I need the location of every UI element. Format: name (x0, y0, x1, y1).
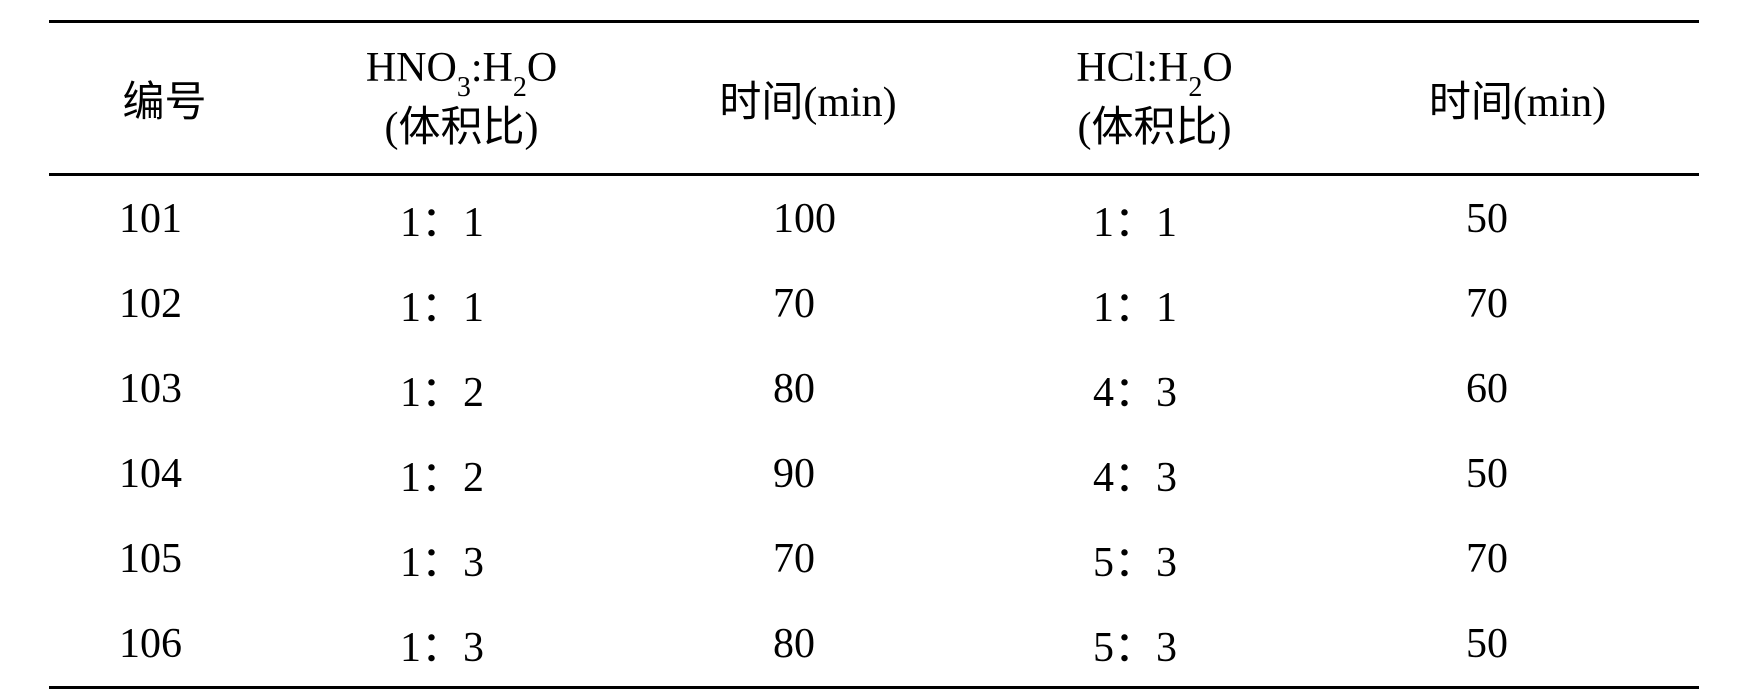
header-id: 编号 (49, 22, 280, 175)
cell-time2: 50 (1336, 601, 1699, 688)
cell-id: 102 (49, 261, 280, 346)
cell-id: 106 (49, 601, 280, 688)
cell-time1: 100 (643, 175, 973, 262)
cell-hcl: 5：3 (973, 516, 1336, 601)
cell-id: 104 (49, 431, 280, 516)
header-hcl-ratio: HCl:H2O (体积比) (973, 22, 1336, 175)
cell-time1: 80 (643, 346, 973, 431)
table-header-row: 编号 HNO3:H2O (体积比) 时间(min) HCl:H2O (体积比) … (49, 22, 1699, 175)
cell-time1: 70 (643, 261, 973, 346)
cell-time1: 90 (643, 431, 973, 516)
experiment-table: 编号 HNO3:H2O (体积比) 时间(min) HCl:H2O (体积比) … (49, 20, 1699, 689)
table-row: 101 1：1 100 1：1 50 (49, 175, 1699, 262)
cell-hno3: 1：2 (280, 431, 643, 516)
table-row: 103 1：2 80 4：3 60 (49, 346, 1699, 431)
cell-id: 101 (49, 175, 280, 262)
cell-time2: 50 (1336, 431, 1699, 516)
cell-hno3: 1：1 (280, 175, 643, 262)
table-row: 106 1：3 80 5：3 50 (49, 601, 1699, 688)
formula-hno3: HNO3:H2O (366, 45, 557, 91)
header-time1: 时间(min) (643, 22, 973, 175)
header-time2: 时间(min) (1336, 22, 1699, 175)
formula-hcl: HCl:H2O (1076, 45, 1232, 91)
cell-hcl: 4：3 (973, 346, 1336, 431)
header-hno3-ratio: HNO3:H2O (体积比) (280, 22, 643, 175)
cell-time2: 70 (1336, 261, 1699, 346)
cell-hno3: 1：1 (280, 261, 643, 346)
unit-hno3: (体积比) (385, 105, 539, 151)
table-row: 104 1：2 90 4：3 50 (49, 431, 1699, 516)
cell-hno3: 1：3 (280, 516, 643, 601)
cell-time1: 80 (643, 601, 973, 688)
cell-hcl: 4：3 (973, 431, 1336, 516)
cell-hno3: 1：3 (280, 601, 643, 688)
cell-id: 105 (49, 516, 280, 601)
table-row: 102 1：1 70 1：1 70 (49, 261, 1699, 346)
cell-hcl: 5：3 (973, 601, 1336, 688)
table-body: 101 1：1 100 1：1 50 102 1：1 70 1：1 70 103… (49, 175, 1699, 688)
data-table-container: 编号 HNO3:H2O (体积比) 时间(min) HCl:H2O (体积比) … (49, 20, 1699, 689)
cell-time2: 50 (1336, 175, 1699, 262)
table-row: 105 1：3 70 5：3 70 (49, 516, 1699, 601)
cell-time2: 70 (1336, 516, 1699, 601)
cell-time1: 70 (643, 516, 973, 601)
unit-hcl: (体积比) (1078, 105, 1232, 151)
cell-hcl: 1：1 (973, 175, 1336, 262)
cell-hno3: 1：2 (280, 346, 643, 431)
cell-time2: 60 (1336, 346, 1699, 431)
cell-hcl: 1：1 (973, 261, 1336, 346)
cell-id: 103 (49, 346, 280, 431)
